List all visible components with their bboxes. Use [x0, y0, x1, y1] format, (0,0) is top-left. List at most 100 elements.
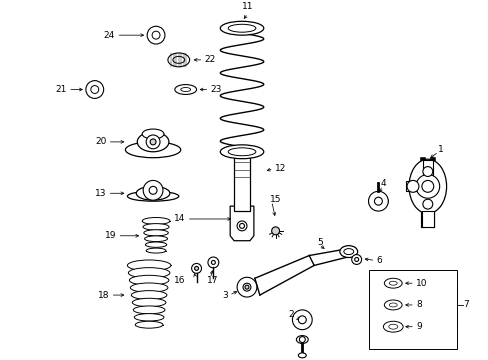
Ellipse shape	[127, 260, 170, 271]
Text: 1: 1	[437, 145, 443, 154]
Ellipse shape	[388, 281, 396, 285]
Text: 13: 13	[95, 189, 106, 198]
Ellipse shape	[143, 230, 168, 236]
Ellipse shape	[134, 314, 163, 321]
Text: 9: 9	[415, 322, 421, 331]
Ellipse shape	[127, 191, 179, 201]
Text: 5: 5	[317, 238, 322, 247]
Circle shape	[191, 264, 201, 273]
Text: 17: 17	[207, 276, 219, 285]
Circle shape	[152, 31, 160, 39]
Ellipse shape	[408, 159, 446, 213]
Ellipse shape	[146, 248, 165, 253]
Ellipse shape	[181, 87, 190, 91]
Text: 4: 4	[380, 179, 385, 188]
Text: 10: 10	[415, 279, 427, 288]
Circle shape	[237, 277, 256, 297]
Text: 2: 2	[288, 310, 294, 319]
Bar	[368, 270, 457, 350]
Circle shape	[415, 175, 439, 198]
Ellipse shape	[145, 242, 166, 247]
Circle shape	[292, 310, 311, 330]
Circle shape	[244, 285, 248, 289]
Circle shape	[86, 81, 103, 98]
Text: 15: 15	[269, 195, 281, 204]
Ellipse shape	[296, 336, 307, 343]
Ellipse shape	[144, 236, 167, 242]
Text: 12: 12	[274, 164, 285, 173]
Circle shape	[207, 257, 218, 268]
Circle shape	[298, 316, 305, 324]
Circle shape	[271, 227, 279, 235]
Ellipse shape	[130, 283, 167, 292]
Circle shape	[406, 180, 418, 192]
Circle shape	[149, 186, 157, 194]
Circle shape	[239, 224, 244, 228]
Text: 8: 8	[415, 301, 421, 310]
Circle shape	[368, 191, 387, 211]
Circle shape	[374, 197, 382, 205]
Ellipse shape	[368, 195, 387, 207]
Text: 19: 19	[105, 231, 116, 240]
Circle shape	[146, 135, 160, 149]
Ellipse shape	[136, 186, 169, 200]
Ellipse shape	[220, 145, 263, 159]
Ellipse shape	[228, 148, 255, 156]
Ellipse shape	[125, 142, 181, 158]
Circle shape	[143, 180, 163, 200]
Circle shape	[354, 257, 358, 261]
Circle shape	[147, 26, 164, 44]
Text: 14: 14	[174, 215, 185, 224]
Bar	[421, 211, 433, 227]
Ellipse shape	[132, 298, 165, 307]
Ellipse shape	[175, 85, 196, 94]
Text: 21: 21	[56, 85, 67, 94]
Circle shape	[211, 261, 215, 265]
Text: 3: 3	[222, 291, 228, 300]
Ellipse shape	[129, 275, 168, 285]
Ellipse shape	[131, 291, 166, 300]
Ellipse shape	[135, 321, 163, 328]
Circle shape	[299, 337, 305, 342]
Circle shape	[194, 266, 198, 270]
Text: 23: 23	[210, 85, 222, 94]
Ellipse shape	[142, 217, 169, 224]
Ellipse shape	[128, 267, 169, 278]
Circle shape	[351, 255, 361, 265]
Circle shape	[91, 86, 99, 94]
Ellipse shape	[228, 24, 255, 32]
Circle shape	[150, 139, 156, 145]
Ellipse shape	[133, 306, 164, 314]
Text: 22: 22	[204, 55, 215, 64]
Ellipse shape	[383, 321, 402, 332]
Circle shape	[237, 221, 246, 231]
Ellipse shape	[172, 57, 184, 63]
Ellipse shape	[384, 278, 401, 288]
Ellipse shape	[388, 303, 396, 307]
Text: 6: 6	[376, 256, 382, 265]
Bar	[422, 160, 432, 177]
Circle shape	[422, 167, 432, 176]
Polygon shape	[230, 206, 253, 241]
Ellipse shape	[339, 246, 357, 257]
Ellipse shape	[298, 353, 305, 358]
Text: 24: 24	[103, 31, 114, 40]
Text: 16: 16	[174, 276, 185, 285]
Circle shape	[243, 283, 250, 291]
Bar	[405, 181, 427, 191]
Ellipse shape	[343, 249, 353, 255]
Ellipse shape	[220, 21, 263, 35]
Text: 20: 20	[95, 138, 106, 147]
Circle shape	[422, 199, 432, 209]
Text: 11: 11	[242, 3, 253, 12]
Bar	[234, 157, 249, 211]
Ellipse shape	[384, 300, 401, 310]
Text: 18: 18	[98, 291, 109, 300]
Ellipse shape	[388, 324, 397, 329]
Text: 7: 7	[463, 301, 468, 310]
Ellipse shape	[142, 129, 163, 139]
Circle shape	[421, 180, 433, 192]
Ellipse shape	[167, 53, 189, 67]
Ellipse shape	[142, 224, 169, 230]
Ellipse shape	[137, 132, 168, 152]
